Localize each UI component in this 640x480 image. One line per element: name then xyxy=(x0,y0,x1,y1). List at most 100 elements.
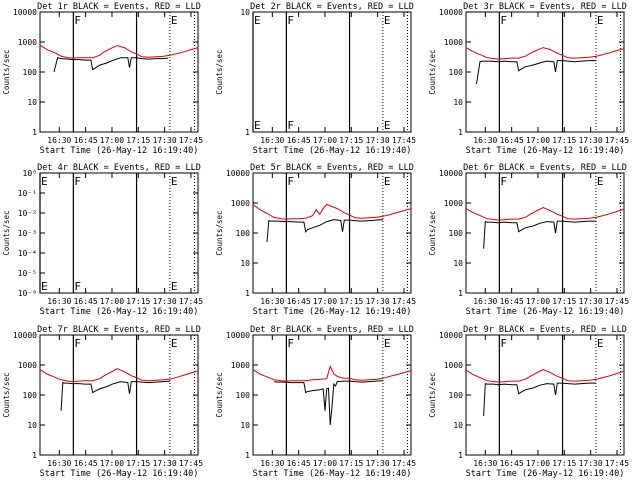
det1-xtick-label: 16:45 xyxy=(74,136,98,145)
det5-ylabel: Counts/sec xyxy=(215,210,224,255)
det5-xtick-label: 17:15 xyxy=(339,297,363,306)
det8-title: Det 8r BLACK = Events, RED = LLD xyxy=(250,325,414,335)
det4-xtick-label: 16:45 xyxy=(74,297,98,306)
det8-xtick-label: 16:30 xyxy=(260,459,284,468)
det9-panel: Det 9r BLACK = Events, RED = LLD 1 10 100 10… xyxy=(428,325,629,479)
det3-xtick-label: 17:00 xyxy=(526,136,550,145)
det9-xtick-label: 16:45 xyxy=(500,459,524,468)
det5-panel: Det 5r BLACK = Events, RED = LLD 1 10 100 10… xyxy=(215,163,416,317)
det4-marker-label-bottom: E xyxy=(171,280,178,293)
det9-marker-label: E xyxy=(597,337,604,350)
det1-ytick-label: 100 xyxy=(23,68,38,77)
det6-ytick-label: 100 xyxy=(449,229,464,238)
det5-ytick-label: 1000 xyxy=(231,199,250,208)
det2-ytick-label: 10 xyxy=(240,8,250,17)
det6-ylabel: Counts/sec xyxy=(428,210,437,255)
det1-ytick-label: 10000 xyxy=(13,8,37,17)
det6-xtick-label: 17:30 xyxy=(579,297,603,306)
det3-marker-label: F xyxy=(500,14,507,27)
det2-xtick-label: 17:15 xyxy=(339,136,363,145)
det7-ytick-label: 10 xyxy=(27,421,37,430)
det7-xtick-label: 17:30 xyxy=(153,459,177,468)
det6-ytick-label: 1 xyxy=(458,289,463,298)
det2-marker-label: E xyxy=(254,14,261,27)
det3-xtick-label: 16:45 xyxy=(500,136,524,145)
det8-xtick-label: 17:00 xyxy=(313,459,337,468)
det3-xtick-label: 17:45 xyxy=(605,136,629,145)
det5-ytick-label: 100 xyxy=(236,229,251,238)
det4-marker-label-bottom: E xyxy=(41,280,48,293)
det1-title: Det 1r BLACK = Events, RED = LLD xyxy=(37,2,201,12)
det5-series-lld xyxy=(252,203,412,220)
det2-xlabel: Start Time (26-May-12 16:19:40) xyxy=(253,146,412,156)
det6-marker-label: E xyxy=(597,175,604,188)
det7-ytick-label: 1 xyxy=(32,451,37,460)
det3-ytick-label: 100 xyxy=(449,68,464,77)
det3-ytick-label: 1 xyxy=(458,128,463,137)
det5-ytick-label: 10000 xyxy=(226,169,250,178)
det2-ylabel: Counts/sec xyxy=(215,49,224,94)
det2-xtick-label: 17:00 xyxy=(313,136,337,145)
det4-marker-label: E xyxy=(171,175,178,188)
det8-xtick-label: 16:45 xyxy=(287,459,311,468)
det5-xlabel: Start Time (26-May-12 16:19:40) xyxy=(253,307,412,317)
det2-panel: Det 2r BLACK = Events, RED = LLD 1 10 16:30… xyxy=(215,2,416,156)
det3-xtick-label: 17:30 xyxy=(579,136,603,145)
det8-xtick-label: 17:15 xyxy=(339,459,363,468)
det6-series-events xyxy=(483,220,596,249)
det1-ytick-label: 1 xyxy=(32,128,37,137)
det5-ytick-label: 10 xyxy=(240,259,250,268)
det4-title: Det 4r BLACK = Events, RED = LLD xyxy=(37,163,201,173)
det2-xtick-label: 16:30 xyxy=(260,136,284,145)
det9-xtick-label: 17:30 xyxy=(579,459,603,468)
det2-marker-label-bottom: F xyxy=(287,119,294,132)
det5-xtick-label: 17:00 xyxy=(313,297,337,306)
det6-ytick-label: 10 xyxy=(453,259,463,268)
det7-marker-label: F xyxy=(74,337,81,350)
det3-title: Det 3r BLACK = Events, RED = LLD xyxy=(463,2,627,12)
det7-xtick-label: 16:30 xyxy=(47,459,71,468)
det7-marker-label: E xyxy=(171,337,178,350)
det6-panel: Det 6r BLACK = Events, RED = LLD 1 10 100 10… xyxy=(428,163,629,317)
det8-marker-label: E xyxy=(384,337,391,350)
det5-xtick-label: 16:45 xyxy=(287,297,311,306)
det1-ytick-label: 10 xyxy=(27,98,37,107)
det8-ytick-label: 100 xyxy=(236,391,251,400)
det7-xtick-label: 16:45 xyxy=(74,459,98,468)
det2-marker-label-bottom: E xyxy=(384,119,391,132)
det2-marker-label: E xyxy=(384,14,391,27)
det1-series-lld xyxy=(39,44,199,59)
det3-panel: Det 3r BLACK = Events, RED = LLD 1 10 100 10… xyxy=(428,2,629,156)
det5-marker-label: F xyxy=(287,175,294,188)
det1-xlabel: Start Time (26-May-12 16:19:40) xyxy=(40,146,199,156)
det7-title: Det 7r BLACK = Events, RED = LLD xyxy=(37,325,201,335)
det2-title: Det 2r BLACK = Events, RED = LLD xyxy=(250,2,414,12)
det5-marker-label: E xyxy=(384,175,391,188)
det2-xtick-label: 16:45 xyxy=(287,136,311,145)
det1-panel: Det 1r BLACK = Events, RED = LLD 1 10 100 10… xyxy=(2,2,203,156)
det9-ytick-label: 10 xyxy=(453,421,463,430)
det8-xtick-label: 17:45 xyxy=(392,459,416,468)
det8-ylabel: Counts/sec xyxy=(215,372,224,417)
det6-ytick-label: 10000 xyxy=(439,169,463,178)
det5-xtick-label: 17:45 xyxy=(392,297,416,306)
det8-series-lld xyxy=(252,364,412,382)
det4-ytick-label: 10⁻⁴ xyxy=(18,249,37,258)
det2-marker-label: F xyxy=(287,14,294,27)
det7-panel: Det 7r BLACK = Events, RED = LLD 1 10 100 10… xyxy=(2,325,203,479)
det9-ytick-label: 1 xyxy=(458,451,463,460)
det1-xtick-label: 17:15 xyxy=(126,136,150,145)
det7-xtick-label: 17:00 xyxy=(100,459,124,468)
det4-marker-label: F xyxy=(74,175,81,188)
det6-xtick-label: 17:00 xyxy=(526,297,550,306)
det6-xlabel: Start Time (26-May-12 16:19:40) xyxy=(466,307,625,317)
det4-xtick-label: 16:30 xyxy=(47,297,71,306)
det9-marker-label: F xyxy=(500,337,507,350)
det9-title: Det 9r BLACK = Events, RED = LLD xyxy=(463,325,627,335)
det6-title: Det 6r BLACK = Events, RED = LLD xyxy=(463,163,627,173)
det7-xtick-label: 17:45 xyxy=(179,459,203,468)
det9-ytick-label: 1000 xyxy=(444,361,463,370)
det3-series-lld xyxy=(465,47,625,60)
det8-marker-label: F xyxy=(287,337,294,350)
